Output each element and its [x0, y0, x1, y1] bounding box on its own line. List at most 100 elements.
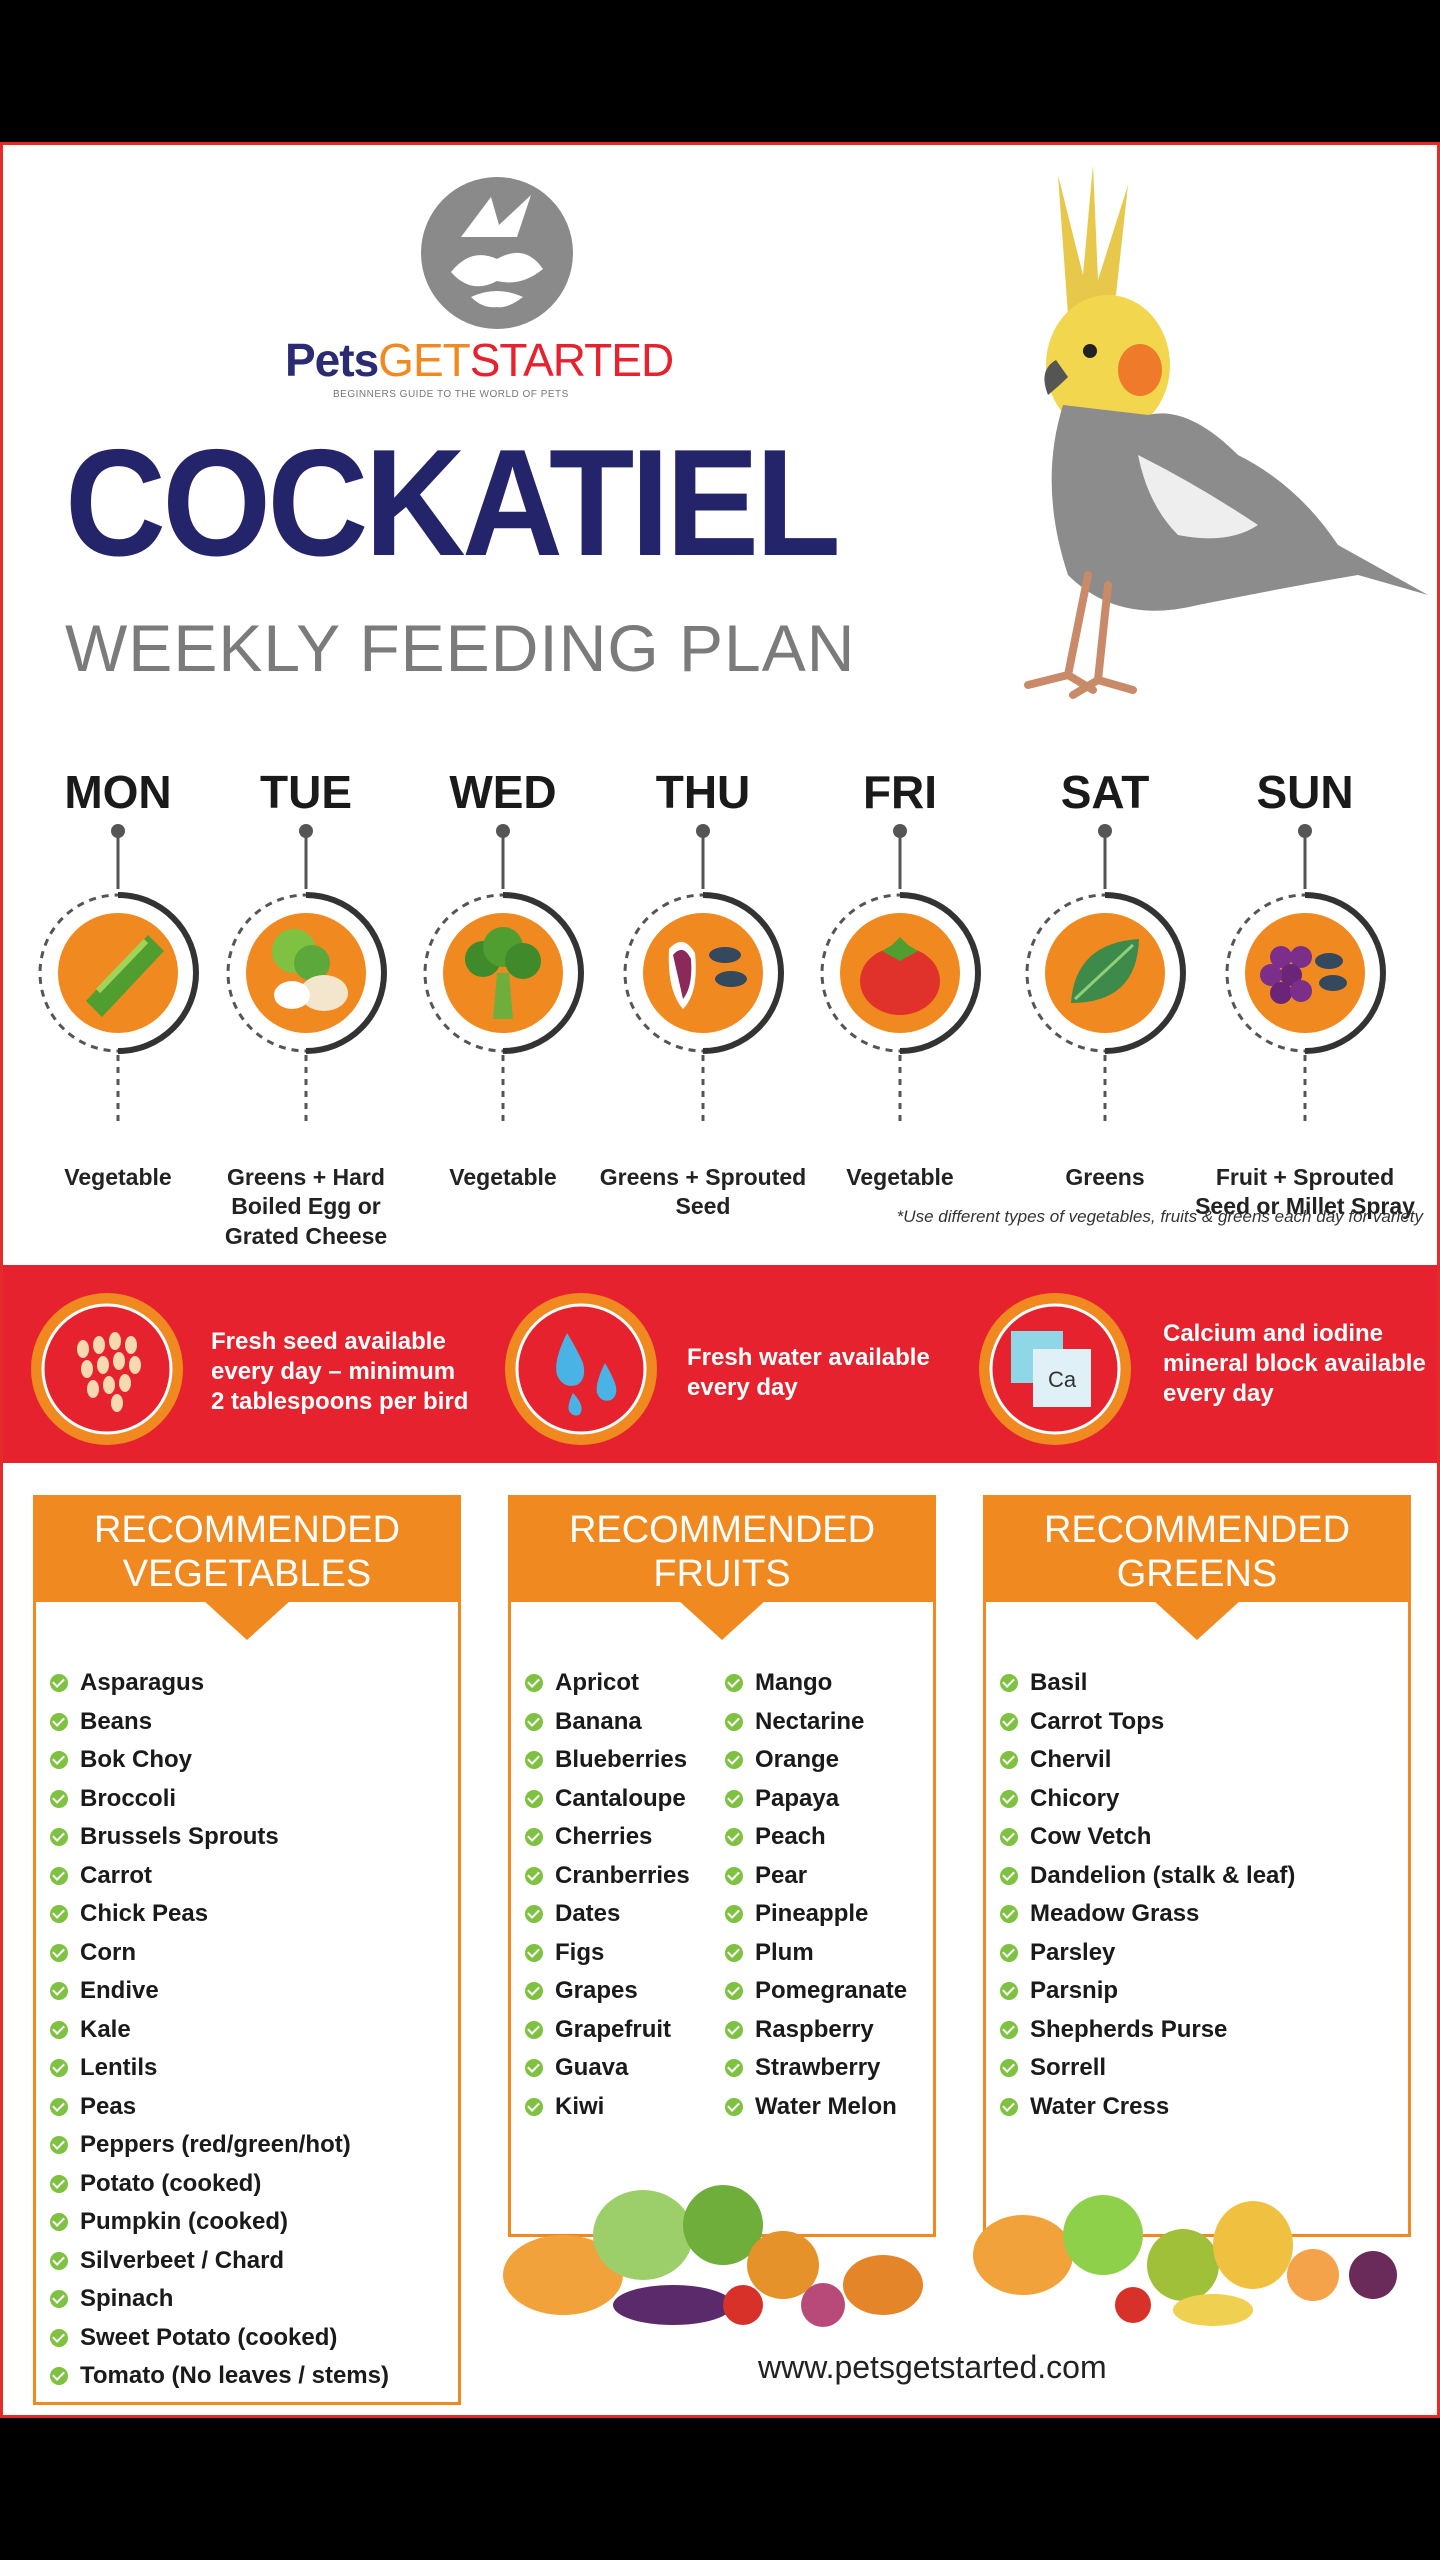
checkmark-icon [50, 2367, 68, 2386]
list-item-label: Grapefruit [555, 2015, 672, 2043]
checkmark-icon [525, 2020, 543, 2039]
list-item: Peppers (red/green/hot) [50, 2126, 389, 2165]
checkmark-icon [725, 1712, 743, 1731]
checkmark-icon [50, 2097, 68, 2116]
list-item: Lentils [50, 2049, 389, 2088]
list-item-label: Mango [755, 1669, 833, 1697]
checkmark-icon [50, 1712, 68, 1731]
checkmark-icon [1000, 1866, 1018, 1885]
greens-panel: RECOMMENDED GREENS Basil Carrot Tops Cherv… [983, 1495, 1411, 2237]
list-item: Cantaloupe [525, 1780, 690, 1819]
heading-pointer [1153, 1600, 1241, 1640]
list-item-label: Beans [80, 1707, 153, 1735]
list-item-label: Pomegranate [755, 1977, 908, 2005]
page-subtitle: WEEKLY FEEDING PLAN [65, 611, 856, 685]
list-item-label: Sorrell [1030, 2054, 1107, 2082]
checkmark-icon [525, 1905, 543, 1924]
list-item: Tomato (No leaves / stems) [50, 2357, 389, 2396]
feeding-plan-poster: PetsGETSTARTED BEGINNERS GUIDE TO THE WO… [0, 142, 1440, 2418]
list-item: Plum [725, 1934, 907, 1973]
checkmark-icon [525, 1943, 543, 1962]
list-item-label: Endive [80, 1977, 159, 2005]
list-item-label: Broccoli [80, 1784, 177, 1812]
page-title: COCKATIEL [65, 418, 841, 588]
list-item-label: Kale [80, 2015, 131, 2043]
list-item-label: Peppers (red/green/hot) [80, 2131, 351, 2159]
checkmark-icon [725, 1982, 743, 2001]
list-item-label: Pumpkin (cooked) [80, 2208, 289, 2236]
fruits-list-col2: Mango Nectarine Orange Papaya Peach Pear Pinea… [725, 1664, 907, 2126]
checkmark-icon [725, 1866, 743, 1885]
checkmark-icon [525, 1712, 543, 1731]
list-item: Pomegranate [725, 1972, 907, 2011]
list-item: Banana [525, 1703, 690, 1742]
list-item-label: Lentils [80, 2054, 158, 2082]
checkmark-icon [50, 1751, 68, 1770]
list-item-label: Chick Peas [80, 1900, 209, 1928]
list-item: Peas [50, 2088, 389, 2127]
list-item: Nectarine [725, 1703, 907, 1742]
fruits-vegetables-illustration [503, 2185, 1397, 2327]
fruits-list-col1: Apricot Banana Blueberries Cantaloupe Cherri… [525, 1664, 690, 2126]
list-item-label: Peach [755, 1823, 826, 1851]
day-name: TUE [260, 766, 352, 818]
list-item-label: Tomato (No leaves / stems) [80, 2362, 389, 2390]
list-item: Dates [525, 1895, 690, 1934]
list-item-label: Banana [555, 1707, 642, 1735]
list-item-label: Apricot [555, 1669, 639, 1697]
mineral-block-label: Ca [1048, 1367, 1077, 1392]
day-food: Greens + Sprouted Seed [599, 1164, 807, 1220]
list-item: Cherries [525, 1818, 690, 1857]
checkmark-icon [525, 1982, 543, 2001]
brand-started: STARTED [469, 334, 674, 386]
checkmark-icon [1000, 1712, 1018, 1731]
checkmark-icon [50, 2059, 68, 2078]
list-item: Water Cress [1000, 2088, 1295, 2127]
variety-note: *Use different types of vegetables, frui… [896, 1207, 1423, 1226]
list-item-label: Guava [555, 2054, 629, 2082]
list-item-label: Kiwi [555, 2092, 605, 2120]
band-item-mineral: Ca Calcium and iodine mineral block avai… [975, 1265, 1435, 1463]
list-item: Silverbeet / Chard [50, 2242, 389, 2281]
checkmark-icon [725, 1789, 743, 1808]
fruits-heading: RECOMMENDED FRUITS [511, 1498, 933, 1640]
fruits-panel: RECOMMENDED FRUITS Apricot Banana Blueberr… [508, 1495, 936, 2237]
list-item: Sorrell [1000, 2049, 1295, 2088]
day-food: Greens + Hard Boiled Egg or Grated Chees… [224, 1164, 388, 1249]
list-item: Parsley [1000, 1934, 1295, 1973]
band-item-water: Fresh water available every day [501, 1265, 961, 1463]
day-fri: FRI Vegetable [800, 765, 1000, 1335]
day-food: Vegetable [64, 1164, 172, 1190]
list-item-label: Orange [755, 1746, 840, 1774]
list-item-label: Grapes [555, 1977, 638, 2005]
list-item: Bok Choy [50, 1741, 389, 1780]
list-item-label: Asparagus [80, 1669, 205, 1697]
list-item: Cow Vetch [1000, 1818, 1295, 1857]
list-item: Water Melon [725, 2088, 907, 2127]
band-line: every day [1163, 1380, 1274, 1407]
list-item: Kale [50, 2011, 389, 2050]
panel-heading-line: RECOMMENDED [93, 1509, 401, 1551]
list-item-label: Nectarine [755, 1707, 865, 1735]
heading-pointer [678, 1600, 766, 1640]
checkmark-icon [1000, 2020, 1018, 2039]
checkmark-icon [525, 1828, 543, 1847]
list-item: Beans [50, 1703, 389, 1742]
leaf-icon [1025, 824, 1186, 1123]
day-thu: THU Greens + Sprouted Seed [600, 765, 806, 1335]
list-item: Mango [725, 1664, 907, 1703]
checkmark-icon [50, 2136, 68, 2155]
checkmark-icon [1000, 1905, 1018, 1924]
checkmark-icon [50, 1828, 68, 1847]
checkmark-icon [50, 1674, 68, 1693]
list-item-label: Shepherds Purse [1030, 2015, 1228, 2043]
website-url: www.petsgetstarted.com [758, 2349, 1107, 2385]
band-line: 2 tablespoons per bird [211, 1388, 469, 1415]
list-item: Peach [725, 1818, 907, 1857]
checkmark-icon [50, 2251, 68, 2270]
list-item-label: Blueberries [555, 1746, 688, 1774]
list-item-label: Corn [80, 1938, 136, 1966]
checkmark-icon [525, 1866, 543, 1885]
panel-heading-line: FRUITS [653, 1553, 791, 1595]
list-item-label: Cranberries [555, 1861, 690, 1889]
